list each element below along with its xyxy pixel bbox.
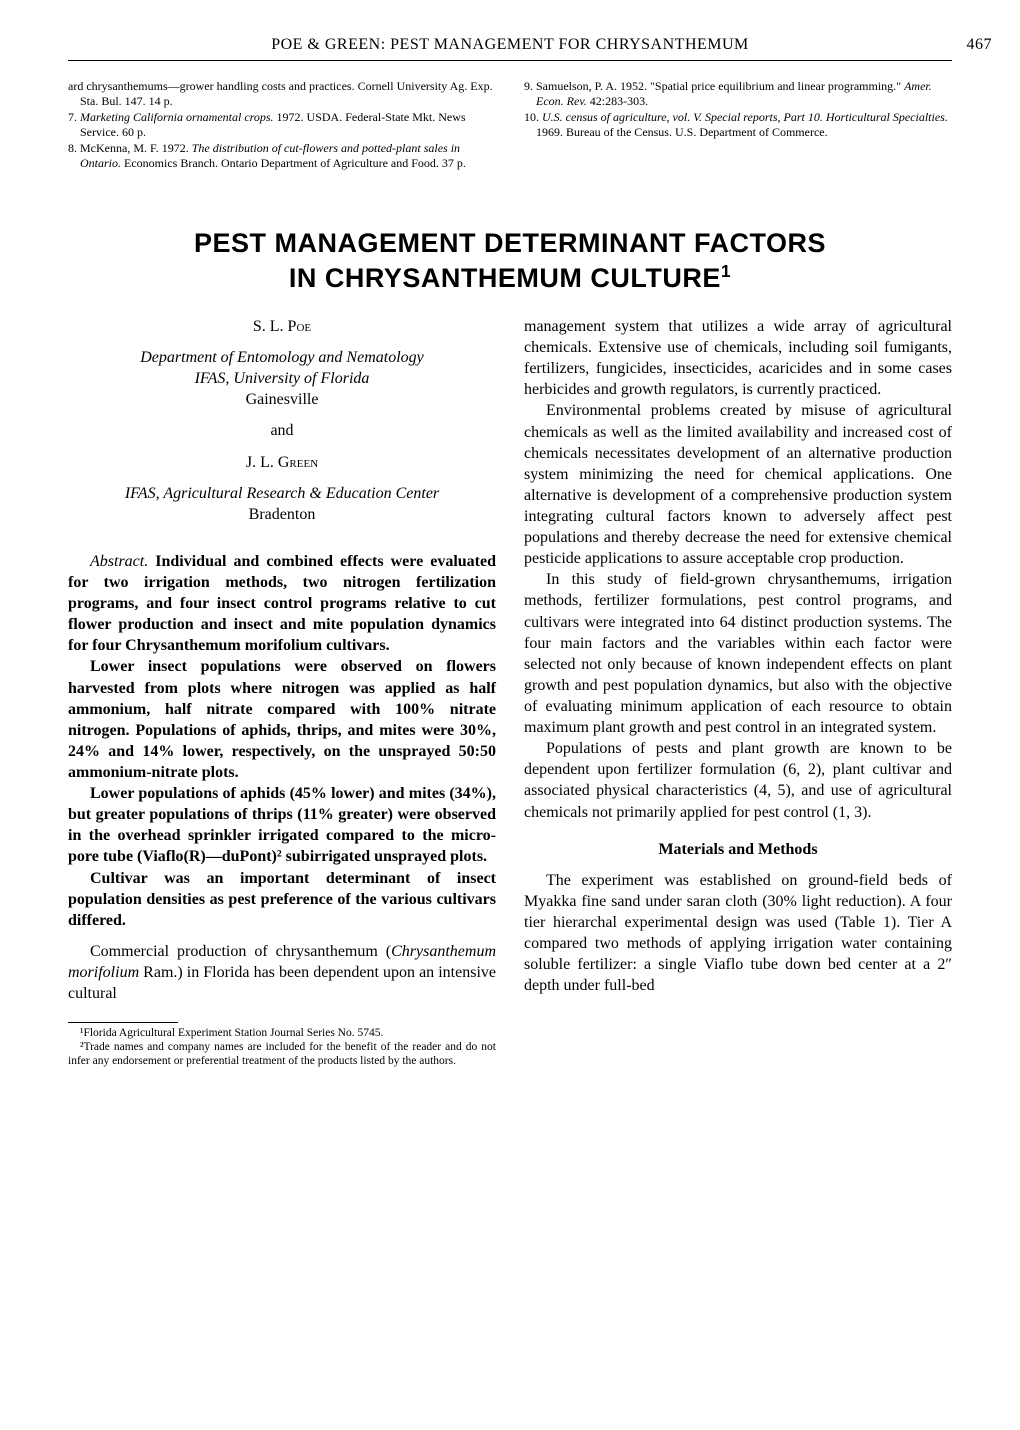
- footnote-1: ¹Florida Agricultural Experiment Station…: [68, 1027, 496, 1041]
- page: POE & GREEN: PEST MANAGEMENT FOR CHRYSAN…: [0, 0, 1020, 1117]
- ref-item: ard chrysanthemums—grower handling costs…: [68, 79, 496, 109]
- affiliation-1-city: Gainesville: [68, 389, 496, 410]
- article-title-line2: IN CHRYSANTHEMUM CULTURE1: [68, 261, 952, 294]
- ref-item: 8. McKenna, M. F. 1972. The distribution…: [68, 141, 496, 171]
- body-paragraph: Commercial production of chrysanthemum (…: [68, 941, 496, 1004]
- footnote-rule: [68, 1022, 178, 1023]
- body-columns: S. L. Poe Department of Entomology and N…: [68, 316, 952, 1069]
- right-column: management system that utilizes a wide a…: [524, 316, 952, 1069]
- body-paragraph: In this study of field-grown chrysanthem…: [524, 569, 952, 738]
- ref-item: 10. U.S. census of agriculture, vol. V. …: [524, 110, 952, 140]
- left-column: S. L. Poe Department of Entomology and N…: [68, 316, 496, 1069]
- ref-item: 7. Marketing California ornamental crops…: [68, 110, 496, 140]
- body-paragraph: The experiment was established on ground…: [524, 870, 952, 997]
- body-paragraph: Lower populations of aphids (45% lower) …: [68, 783, 496, 867]
- affiliation-1-line2: IFAS, University of Florida: [68, 368, 496, 389]
- references-left-col: ard chrysanthemums—grower handling costs…: [68, 79, 496, 172]
- abstract-paragraph: Abstract. Individual and combined effect…: [68, 551, 496, 657]
- affiliation-2-line1: IFAS, Agricultural Research & Education …: [68, 483, 496, 504]
- references-block: ard chrysanthemums—grower handling costs…: [68, 79, 952, 172]
- body-paragraph: Cultivar was an important determinant of…: [68, 868, 496, 931]
- affiliation-2-city: Bradenton: [68, 504, 496, 525]
- body-paragraph: management system that utilizes a wide a…: [524, 316, 952, 400]
- footnote-2: ²Trade names and company names are inclu…: [68, 1041, 496, 1069]
- affiliation-1-line1: Department of Entomology and Nematology: [68, 347, 496, 368]
- and-separator: and: [68, 420, 496, 441]
- body-paragraph: Environmental problems created by misuse…: [524, 400, 952, 569]
- page-number: 467: [967, 36, 993, 54]
- running-head: POE & GREEN: PEST MANAGEMENT FOR CHRYSAN…: [68, 36, 952, 54]
- body-paragraph: Populations of pests and plant growth ar…: [524, 738, 952, 822]
- header-rule: [68, 60, 952, 61]
- running-head-text: POE & GREEN: PEST MANAGEMENT FOR CHRYSAN…: [271, 36, 749, 53]
- ref-item: 9. Samuelson, P. A. 1952. "Spatial price…: [524, 79, 952, 109]
- author-1: S. L. Poe: [68, 316, 496, 337]
- abstract-label: Abstract.: [90, 553, 148, 570]
- section-heading: Materials and Methods: [524, 839, 952, 860]
- article-title-line1: PEST MANAGEMENT DETERMINANT FACTORS: [68, 228, 952, 259]
- author-2: J. L. Green: [68, 452, 496, 473]
- body-paragraph: Lower insect populations were observed o…: [68, 656, 496, 783]
- references-right-col: 9. Samuelson, P. A. 1952. "Spatial price…: [524, 79, 952, 172]
